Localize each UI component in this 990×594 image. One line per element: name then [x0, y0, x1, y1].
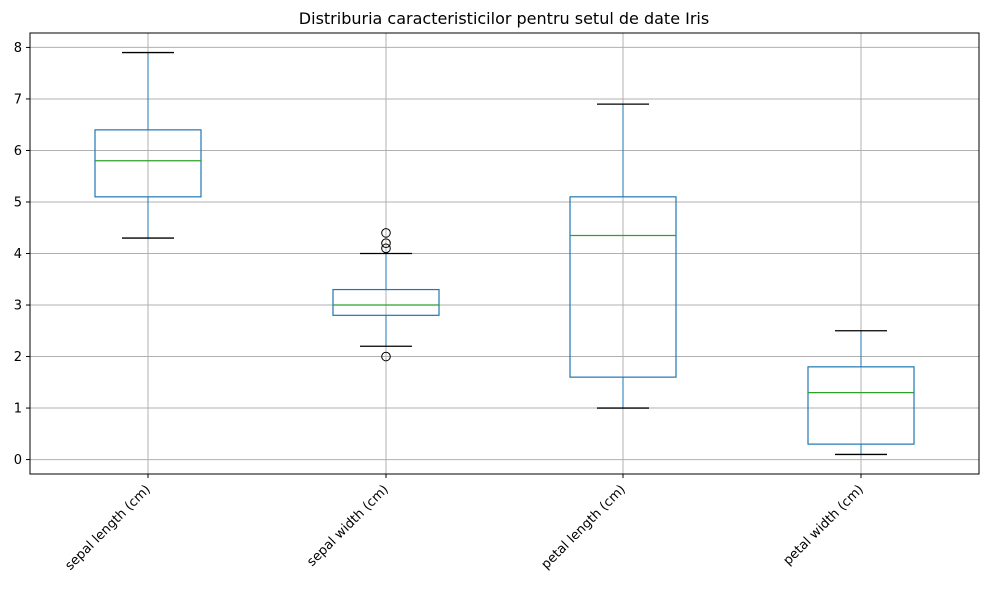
grid-layer [30, 33, 979, 474]
outlier-point [381, 351, 391, 362]
y-tick-label: 8 [14, 41, 22, 56]
box-sepal-length-cm [94, 51, 202, 239]
outlier-point [381, 243, 391, 254]
outlier-point [381, 238, 391, 248]
x-category-label: petal length (cm) [539, 482, 629, 572]
outlier-point [381, 228, 391, 238]
y-tick-label: 1 [14, 402, 22, 417]
x-category-label: petal width (cm) [781, 482, 867, 568]
box-petal-width-cm [807, 330, 915, 456]
iqr-box [807, 366, 915, 445]
x-category-label: sepal length (cm) [62, 482, 153, 573]
y-tick-label: 2 [14, 350, 22, 365]
x-category-label: sepal width (cm) [304, 482, 391, 569]
chart-title: Distriburia caracteristicilor pentru set… [299, 9, 709, 28]
y-tick-label: 0 [14, 453, 22, 468]
y-tick-label: 3 [14, 299, 22, 314]
tick-layer: 0 1 2 3 4 5 6 7 8 sepal length (cm) sepal width (c… [14, 41, 867, 574]
y-tick-label: 6 [14, 144, 22, 159]
y-tick-label: 7 [14, 92, 22, 107]
y-tick-label: 4 [14, 247, 22, 262]
iqr-box [94, 129, 202, 198]
iqr-box [332, 288, 440, 316]
box-petal-length-cm [569, 103, 677, 409]
y-tick-label: 5 [14, 195, 22, 210]
box-sepal-width-cm [332, 228, 440, 362]
iqr-box [569, 196, 677, 378]
box-layer [94, 51, 915, 456]
